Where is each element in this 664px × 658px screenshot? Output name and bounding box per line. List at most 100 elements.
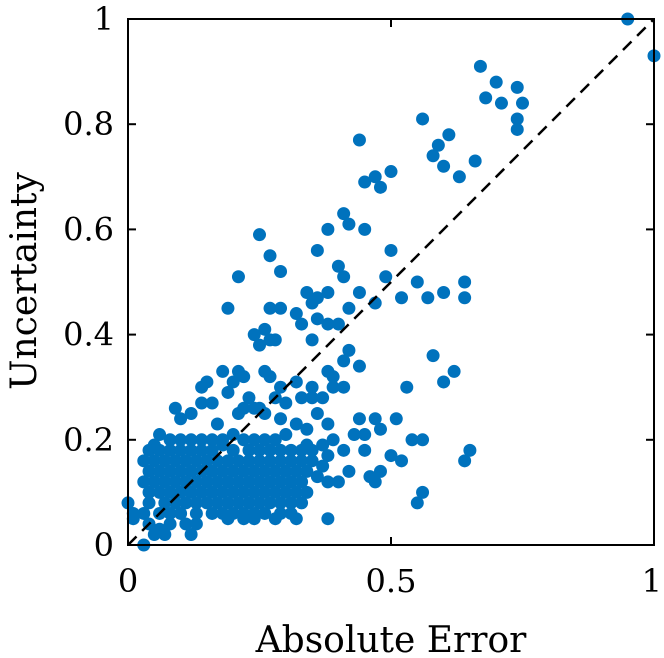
x-axis-label: Absolute Error [255, 620, 527, 658]
data-point [216, 464, 230, 478]
data-point [184, 527, 198, 541]
data-point [179, 454, 193, 468]
data-point [400, 380, 414, 394]
y-tick-label: 0 [94, 526, 114, 564]
data-point [195, 433, 209, 447]
data-point [221, 301, 235, 315]
data-point [174, 506, 188, 520]
data-point [274, 454, 288, 468]
data-point [189, 454, 203, 468]
data-point [494, 96, 508, 110]
data-point [263, 454, 277, 468]
data-point [352, 412, 366, 426]
data-point [258, 433, 272, 447]
data-point [205, 443, 219, 457]
data-point [210, 496, 224, 510]
data-point [337, 380, 351, 394]
data-point [458, 275, 472, 289]
data-point [137, 506, 151, 520]
data-point [331, 259, 345, 273]
data-point [342, 217, 356, 231]
data-point [410, 496, 424, 510]
data-point [274, 443, 288, 457]
data-point [363, 470, 377, 484]
data-point [247, 485, 261, 499]
data-point [416, 433, 430, 447]
data-point [184, 443, 198, 457]
data-point [137, 454, 151, 468]
data-point [268, 333, 282, 347]
data-point [205, 433, 219, 447]
data-point [352, 359, 366, 373]
data-point [295, 391, 309, 405]
y-tick-label: 0.4 [63, 316, 114, 354]
data-point [458, 291, 472, 305]
data-point [163, 443, 177, 457]
data-point [289, 307, 303, 321]
data-point [305, 443, 319, 457]
data-point [174, 464, 188, 478]
data-point [231, 496, 245, 510]
data-point [221, 512, 235, 526]
y-tick-label: 0.6 [63, 210, 114, 248]
data-point [168, 401, 182, 415]
data-point [337, 207, 351, 221]
data-point [279, 428, 293, 442]
data-point [184, 433, 198, 447]
y-tick-label: 0.2 [63, 421, 114, 459]
data-point [205, 396, 219, 410]
data-point [179, 517, 193, 531]
data-point [279, 396, 293, 410]
data-point [268, 512, 282, 526]
data-point [163, 517, 177, 531]
data-point [473, 59, 487, 73]
data-point [153, 464, 167, 478]
data-point [179, 496, 193, 510]
data-point [289, 375, 303, 389]
data-point [321, 475, 335, 489]
data-point [321, 512, 335, 526]
data-point [226, 428, 240, 442]
data-point [337, 443, 351, 457]
data-point [189, 496, 203, 510]
data-point [247, 328, 261, 342]
data-point [174, 443, 188, 457]
data-point [310, 407, 324, 420]
data-point [310, 243, 324, 257]
data-point [410, 275, 424, 289]
data-point [300, 464, 314, 478]
data-point [316, 438, 330, 452]
data-point [352, 133, 366, 147]
data-point [231, 454, 245, 468]
data-point [300, 286, 314, 300]
data-point [247, 433, 261, 447]
data-point [326, 380, 340, 394]
data-point [253, 496, 266, 510]
data-point [184, 464, 198, 478]
data-point [358, 428, 372, 442]
data-point [274, 301, 288, 315]
data-point [295, 317, 309, 331]
data-point [258, 322, 272, 336]
data-point [221, 454, 235, 468]
data-point [253, 228, 266, 242]
data-point [163, 464, 177, 478]
y-tick-label: 1 [94, 0, 114, 38]
data-point [510, 112, 524, 126]
data-point [253, 475, 266, 489]
data-point [373, 422, 387, 436]
data-point [263, 443, 277, 457]
data-point [373, 464, 387, 478]
data-point [237, 512, 251, 526]
data-point [142, 464, 156, 478]
data-point [205, 464, 219, 478]
data-point [221, 475, 235, 489]
ticks-layer: 0 0.5 1 0 0.2 0.4 0.6 0.8 1 [63, 0, 662, 600]
data-point [274, 380, 288, 394]
data-point [395, 454, 409, 468]
data-point [189, 506, 203, 520]
data-point [247, 464, 261, 478]
data-point [242, 391, 256, 405]
data-point [458, 454, 472, 468]
